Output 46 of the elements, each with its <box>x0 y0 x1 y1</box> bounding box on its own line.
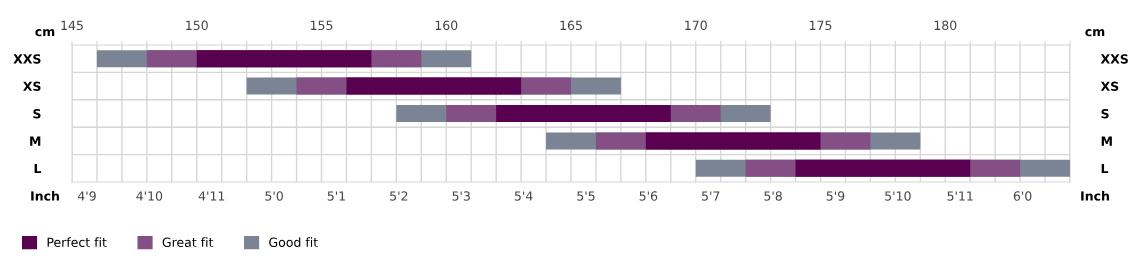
y-tick-label: XXS <box>1100 54 1128 64</box>
x-tick-label: 155 <box>310 20 333 31</box>
y-tick-label: M <box>1101 136 1112 146</box>
text: 5'2 <box>390 191 408 201</box>
text: 4'9 <box>77 191 96 201</box>
y-tick-label: XS <box>1100 81 1119 92</box>
x-tick-label: 160 <box>435 20 458 31</box>
category-label: L <box>34 163 42 174</box>
text: 5'1 <box>327 191 345 201</box>
x2-axis-title: Inch <box>1081 191 1109 201</box>
y-tick-label: S <box>1101 108 1109 119</box>
category-label: XXS <box>13 54 41 64</box>
x-tick-label: 175 <box>809 20 832 31</box>
category-label: M <box>30 136 41 146</box>
text: 5'10 <box>885 191 911 201</box>
text: 5'7 <box>702 191 720 201</box>
text: 4'10 <box>136 191 163 201</box>
text: 6'0 <box>1013 191 1032 201</box>
bar <box>645 132 821 150</box>
text: 5'9 <box>826 191 845 201</box>
y-tick-label: L <box>1101 163 1109 174</box>
x-tick-label: 145 <box>61 20 83 31</box>
text: cm <box>35 29 55 37</box>
legend-label: Good fit <box>269 237 318 248</box>
category-label: XS <box>23 81 41 92</box>
text: 5'3 <box>452 191 470 201</box>
text: 5'8 <box>764 191 782 201</box>
bar <box>795 159 971 177</box>
x-tick-label: 180 <box>934 20 957 31</box>
text: 5'5 <box>577 191 595 201</box>
legend-label: Perfect fit <box>47 237 107 248</box>
text: 5'0 <box>265 191 283 201</box>
bar <box>496 105 671 122</box>
text: 5'6 <box>639 191 658 201</box>
bar <box>196 50 372 68</box>
legend-label: Great fit <box>162 237 214 248</box>
text: Inch <box>31 191 59 201</box>
text: 5'11 <box>947 191 973 201</box>
x-tick-label: 150 <box>186 20 208 31</box>
x-tick-label: 165 <box>560 20 582 31</box>
bar <box>346 77 522 95</box>
x-axis-title: cm <box>1085 29 1105 37</box>
x-tick-label: 170 <box>685 20 707 31</box>
text: 5'4 <box>514 191 533 201</box>
text: 4'11 <box>198 191 225 201</box>
category-label: S <box>33 108 41 119</box>
